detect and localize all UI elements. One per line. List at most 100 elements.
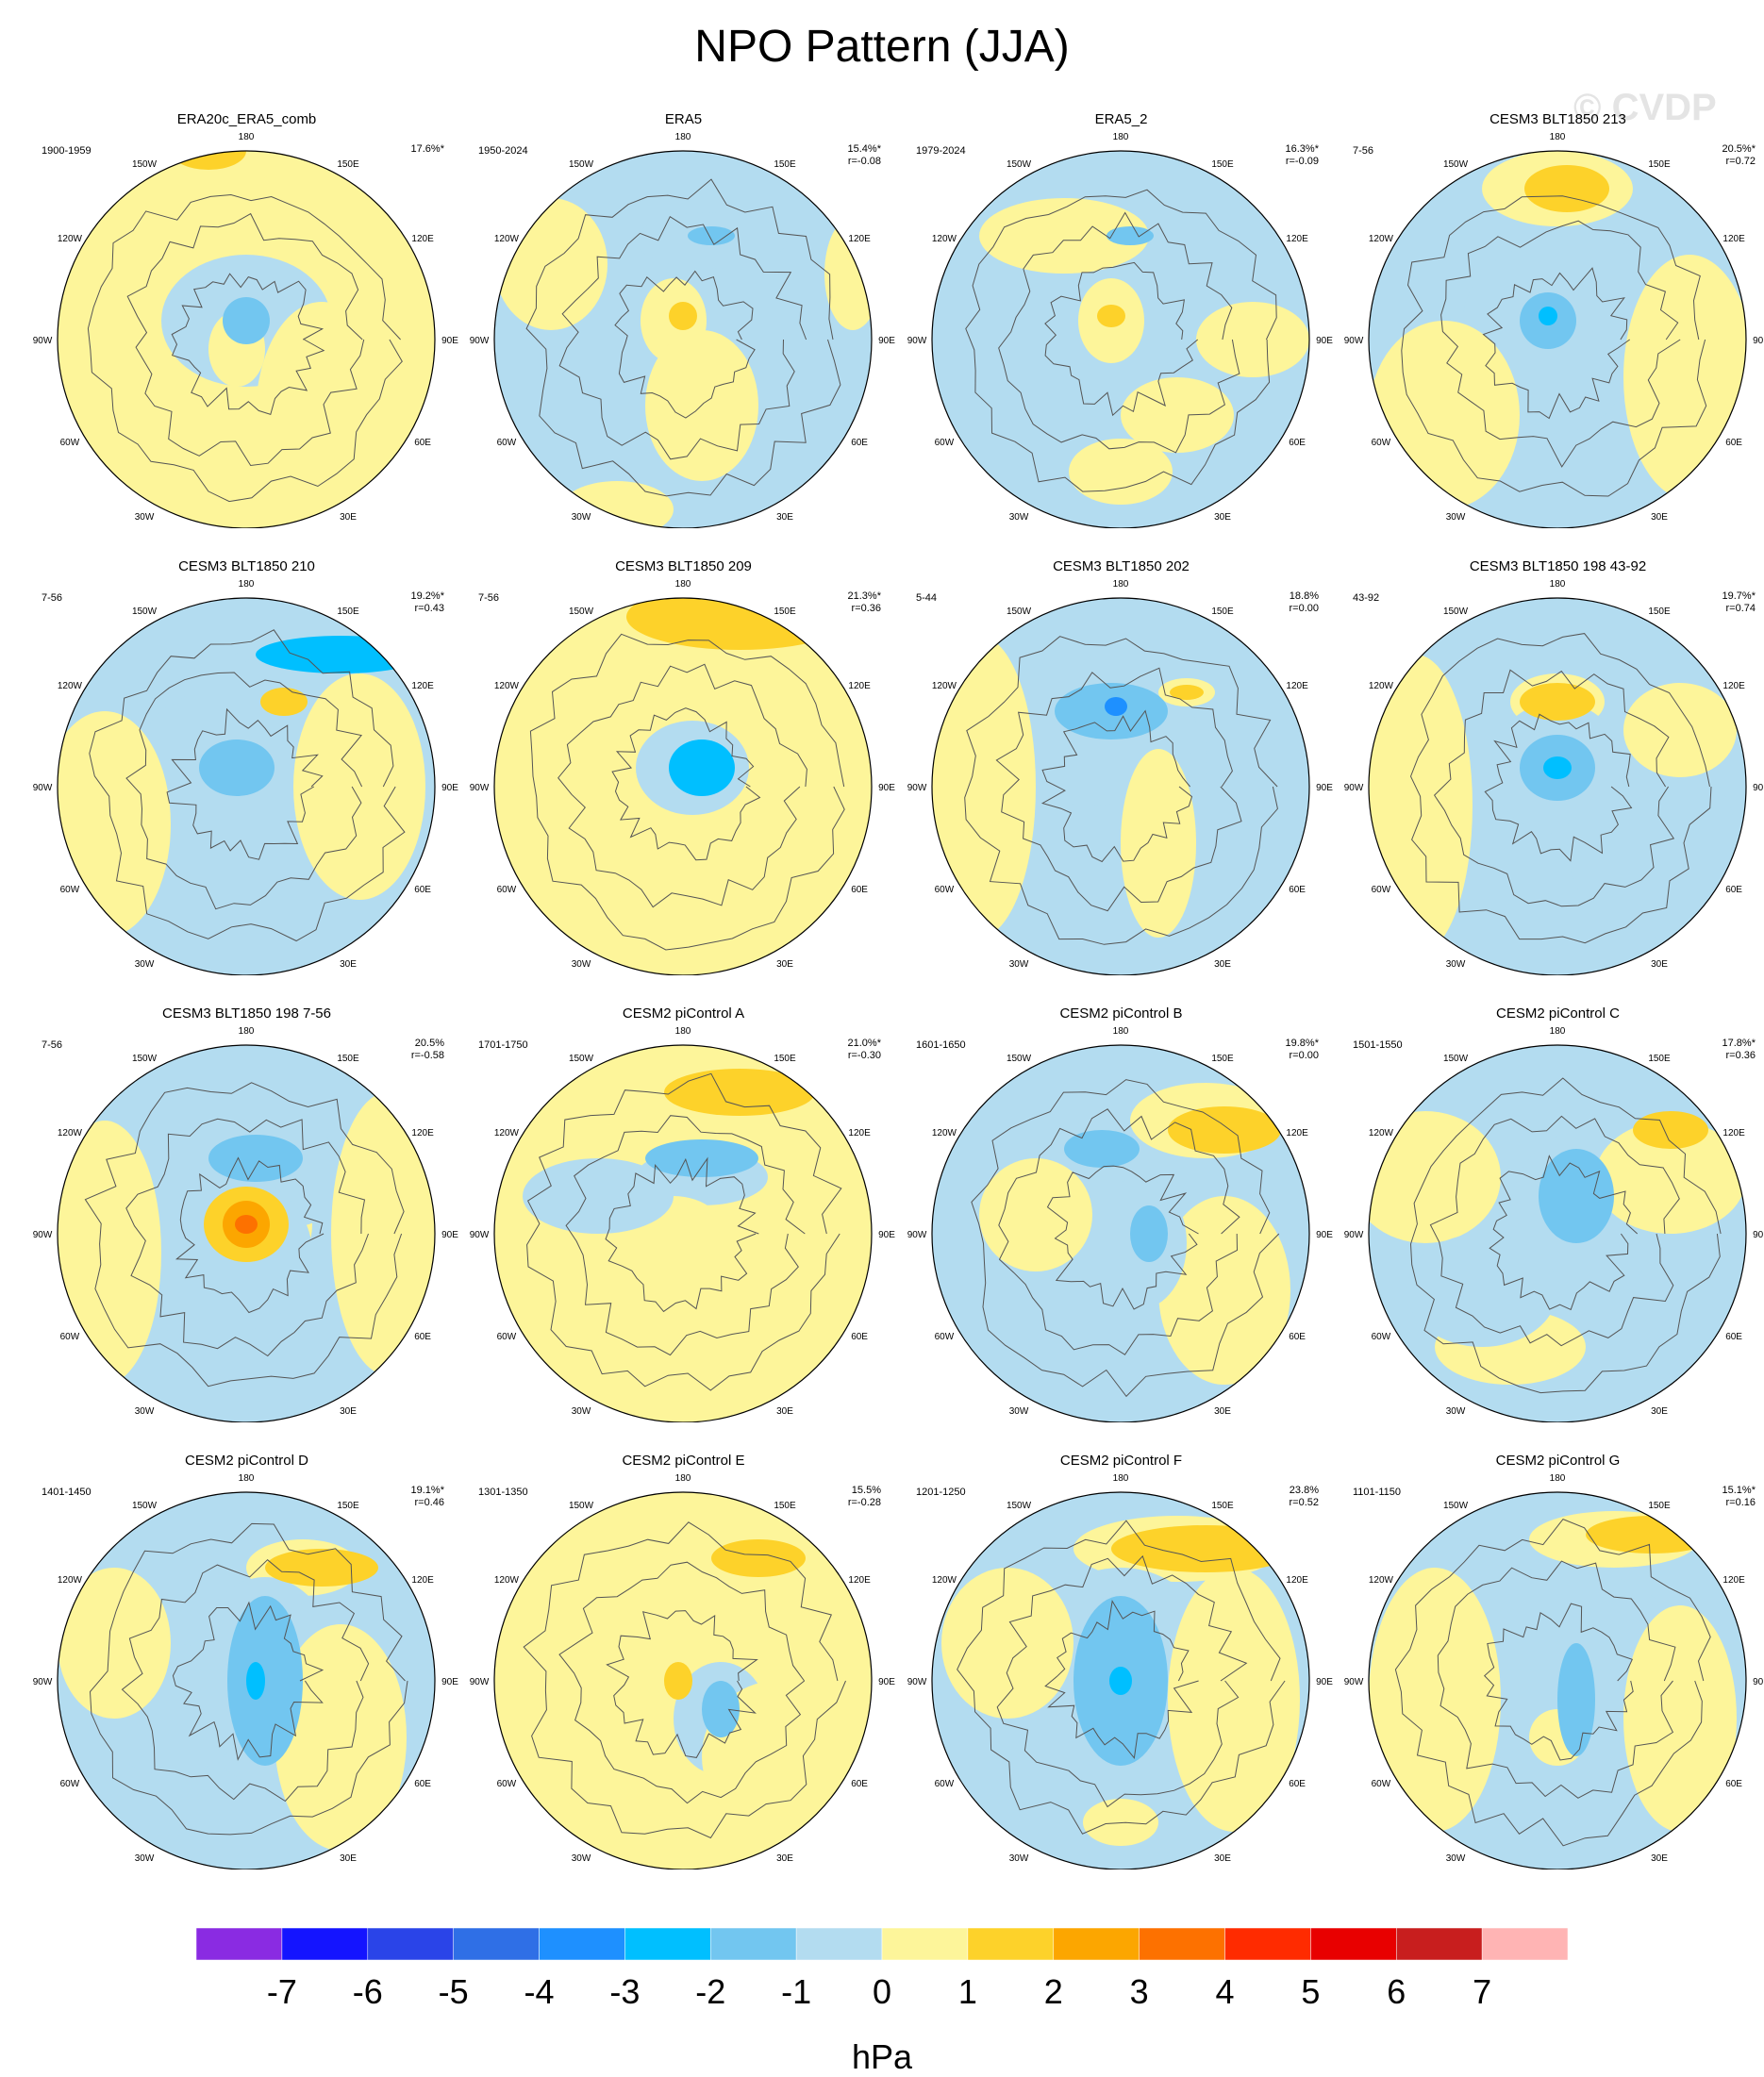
longitude-label: 180	[239, 1026, 255, 1037]
longitude-label: 120E	[1286, 234, 1308, 244]
longitude-label: 120W	[1369, 1128, 1394, 1138]
colorbar-swatch	[367, 1928, 454, 1961]
map-panel: CESM2 piControl E 1301-1350 15.5% r=-0.28 18…	[465, 1453, 902, 1869]
panel-title: CESM3 BLT1850 198 7-56	[162, 1005, 331, 1022]
longitude-label: 90E	[1753, 1677, 1764, 1687]
longitude-label: 150E	[774, 1054, 796, 1064]
colorbar-swatch	[539, 1928, 625, 1961]
colorbar: -7 -6 -5 -4 -3 -2 -1 0 1 2 3 4 5 6 7	[196, 1928, 1568, 2011]
longitude-label: 60W	[60, 885, 80, 895]
longitude-label: 180	[1550, 1473, 1566, 1484]
longitude-label: 150E	[337, 159, 359, 170]
longitude-label: 90W	[470, 1230, 490, 1240]
longitude-label: 120W	[58, 1575, 83, 1586]
longitude-label: 90E	[878, 336, 895, 346]
coastline	[1429, 1115, 1680, 1347]
longitude-label: 60W	[497, 885, 517, 895]
panel-period: 7-56	[42, 592, 63, 604]
longitude-label: 150W	[1007, 1501, 1032, 1511]
longitude-label: 120E	[1722, 1575, 1745, 1586]
longitude-label: 30E	[340, 959, 357, 970]
globe-outline	[493, 1491, 873, 1869]
globe-outline	[1368, 150, 1747, 528]
longitude-label: 30W	[1446, 512, 1466, 523]
longitude-label: 30W	[572, 959, 591, 970]
coastline	[87, 193, 403, 503]
colorbar-tick-label: -7	[267, 1972, 297, 2011]
polar-map: 180150E120E90E60E30E030W60W90W120W150W	[33, 1026, 458, 1422]
longitude-label: 60E	[851, 1332, 868, 1342]
longitude-label: 90W	[907, 783, 927, 793]
globe-outline	[931, 597, 1310, 975]
longitude-label: 90E	[878, 783, 895, 793]
coastline	[996, 1554, 1248, 1808]
coastline	[1489, 1155, 1639, 1311]
variance-explained: 19.2%*	[410, 590, 444, 602]
globe-outline	[57, 1491, 436, 1869]
longitude-label: 180	[239, 132, 255, 142]
coastline	[964, 636, 1278, 945]
polar-map: 180150E120E90E60E30E030W60W90W120W150W	[907, 579, 1333, 975]
longitude-label: 90E	[1316, 336, 1333, 346]
longitude-label: 60W	[60, 1779, 80, 1789]
longitude-label: 90W	[33, 336, 53, 346]
longitude-label: 90E	[441, 1230, 458, 1240]
colorbar-swatch	[881, 1928, 969, 1961]
figure-title: NPO Pattern (JJA)	[694, 22, 1070, 72]
longitude-label: 120E	[1286, 1128, 1308, 1138]
longitude-label: 150E	[1211, 606, 1234, 617]
colorbar-swatch	[795, 1928, 883, 1961]
variance-explained: 16.3%*	[1285, 143, 1319, 155]
panel-stats: 19.1%* r=0.46	[411, 1485, 444, 1509]
longitude-label: 60E	[851, 438, 868, 448]
globe-outline	[493, 1044, 873, 1422]
panel-period: 1601-1650	[916, 1039, 966, 1051]
colorbar-tick-label: 4	[1215, 1972, 1234, 2011]
longitude-label: 90W	[907, 1677, 927, 1687]
variance-explained: 15.5%	[851, 1485, 881, 1496]
longitude-label: 60W	[60, 1332, 80, 1342]
coastline	[126, 212, 365, 467]
longitude-label: 60E	[851, 885, 868, 895]
coastline	[1044, 1600, 1199, 1760]
polar-map: 180150E120E90E60E30E030W60W90W120W150W	[33, 579, 458, 975]
longitude-label: 30E	[776, 512, 793, 523]
longitude-label: 30W	[572, 1406, 591, 1417]
longitude-label: 90W	[470, 1677, 490, 1687]
globe-outline	[57, 1044, 436, 1422]
longitude-label: 30E	[1214, 1853, 1231, 1864]
polar-map: 180150E120E90E60E30E030W60W90W120W150W	[1344, 132, 1764, 528]
coastline	[125, 672, 363, 910]
longitude-label: 60E	[1725, 1332, 1742, 1342]
colorbar-swatch	[1224, 1928, 1311, 1961]
coastline	[971, 1079, 1280, 1398]
globe-outline	[57, 597, 436, 975]
longitude-label: 30W	[1446, 959, 1466, 970]
coastline	[998, 1108, 1240, 1355]
panel-title: CESM3 BLT1850 209	[615, 558, 752, 574]
map-panel: CESM2 piControl F 1201-1250 23.8% r=0.52 180…	[903, 1453, 1340, 1869]
colorbar-swatch	[453, 1928, 540, 1961]
longitude-label: 90E	[1316, 1230, 1333, 1240]
longitude-label: 150W	[132, 1501, 158, 1511]
polar-map: 180150E120E90E60E30E030W60W90W120W150W	[33, 132, 458, 528]
panel-stats: 23.8% r=0.52	[1290, 1485, 1320, 1509]
pattern-correlation: r=0.00	[1289, 1050, 1320, 1061]
pattern-correlation: r=0.36	[1725, 1050, 1756, 1061]
longitude-label: 120W	[58, 1128, 83, 1138]
coastline	[125, 1118, 369, 1357]
colorbar-swatch	[1053, 1928, 1140, 1961]
panel-title: CESM3 BLT1850 198 43-92	[1469, 558, 1647, 574]
longitude-label: 60W	[497, 1332, 517, 1342]
map-panel: CESM2 piControl D 1401-1450 19.1%* r=0.46 18…	[28, 1453, 465, 1869]
longitude-label: 30E	[1214, 1406, 1231, 1417]
panel-stats: 19.7%* r=0.74	[1722, 590, 1756, 615]
panel-title: CESM2 piControl F	[1059, 1453, 1183, 1469]
longitude-label: 30W	[1009, 512, 1029, 523]
longitude-label: 150E	[337, 606, 359, 617]
panel-title: ERA5	[664, 111, 703, 127]
longitude-label: 120E	[1722, 1128, 1745, 1138]
longitude-label: 30W	[1009, 959, 1029, 970]
longitude-label: 120E	[411, 234, 434, 244]
coastline	[1483, 1603, 1634, 1761]
